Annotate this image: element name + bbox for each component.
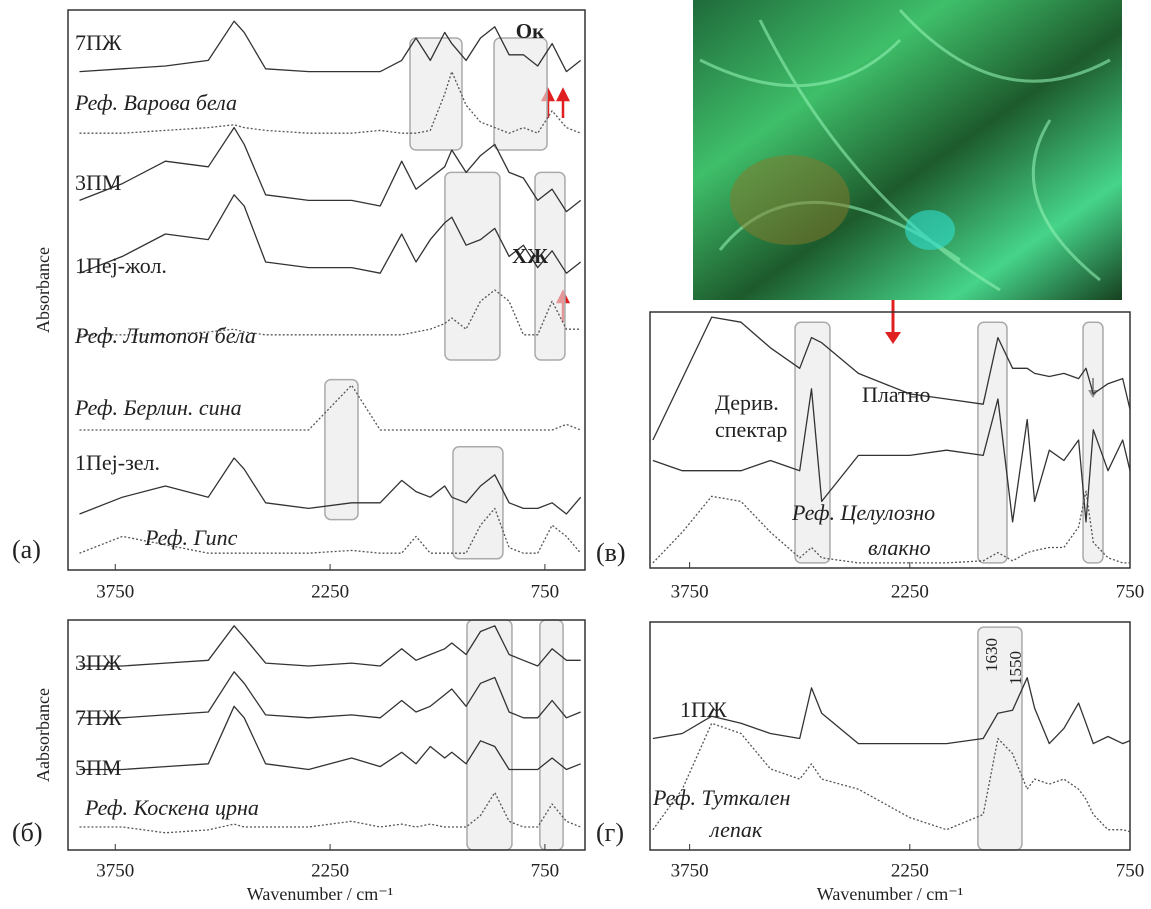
- highlight-band: [1083, 322, 1103, 563]
- x-tick-label: 3750: [671, 581, 709, 602]
- x-tick-label: 2250: [891, 581, 929, 602]
- x-tick-label: 750: [1116, 581, 1145, 602]
- highlight-band: [445, 172, 500, 360]
- highlight-band: [467, 620, 512, 850]
- panel-label: (г): [596, 818, 624, 847]
- x-tick-label: 3750: [96, 860, 134, 881]
- panel-label: (а): [12, 535, 41, 564]
- panel: 3750 2250 750 1ПЖ Реф. Туткален лепак 1630 155…: [596, 622, 1144, 904]
- x-tick-label: 750: [1116, 860, 1145, 881]
- figure: 3750 2250 750 7ПЖ Реф. Варова бела 3ПМ 1Пеј-жо…: [0, 0, 1151, 909]
- annotation: ХЖ: [512, 244, 548, 268]
- series-label: 1ПЖ: [680, 697, 727, 722]
- series-label: Дерив. спектар: [715, 390, 787, 442]
- series-label: 1Пеј-жол.: [75, 253, 167, 278]
- panel-label: (в): [596, 538, 626, 567]
- series-label: Реф. Варова бела: [74, 90, 237, 115]
- plot-frame: [650, 622, 1130, 850]
- series-label: Реф. Литопон бела: [74, 323, 256, 348]
- x-axis-title: Wavenumber / cm⁻¹: [247, 884, 393, 904]
- x-axis-title: Wavenumber / cm⁻¹: [817, 884, 963, 904]
- x-tick-label: 2250: [891, 860, 929, 881]
- highlight-band: [795, 322, 830, 563]
- x-tick-label: 750: [531, 860, 560, 881]
- panel: 3750 2250 750 7ПЖ Реф. Варова бела 3ПМ 1Пеј-жо…: [12, 10, 585, 602]
- x-tick-label: 2250: [311, 581, 349, 602]
- series-label: 3ПМ: [75, 170, 121, 195]
- highlight-band: [410, 38, 462, 150]
- photo: [693, 0, 1122, 300]
- x-tick-label: 750: [531, 581, 560, 602]
- spectrum-line: [653, 723, 1130, 832]
- label-line: Реф. Туткален: [652, 785, 796, 810]
- x-tick-label: 2250: [311, 860, 349, 881]
- series-label: 5ПМ: [75, 755, 121, 780]
- label-line: спектар: [715, 417, 787, 442]
- panel: 3750 2250 750 Платно Дерив. спектар Реф. Целу…: [596, 312, 1144, 602]
- series-label: Реф. Гипс: [144, 525, 238, 550]
- annotation: Ок: [516, 19, 545, 43]
- series-label: 7ПЖ: [75, 705, 122, 730]
- series-label: 7ПЖ: [75, 30, 122, 55]
- y-axis-title: Aabsorbance: [33, 688, 53, 782]
- series-label: Реф. Туткален лепак: [652, 785, 796, 842]
- y-axis-title: Absorbance: [33, 247, 53, 333]
- highlight-band: [453, 447, 503, 559]
- series-label: Реф. Берлин. сина: [74, 395, 242, 420]
- panel: 3750 2250 750 3ПЖ 7ПЖ 5ПМ Реф. Коскена црна (б)…: [12, 620, 585, 904]
- series-label: 3ПЖ: [75, 650, 122, 675]
- highlight-band: [325, 380, 358, 520]
- label-line: Реф. Целулозно: [791, 500, 941, 525]
- x-tick-label: 3750: [96, 581, 134, 602]
- annotation: 1630: [982, 638, 1001, 672]
- x-tick-label: 3750: [671, 860, 709, 881]
- panel-label: (б): [12, 818, 43, 847]
- label-line: Дерив.: [715, 390, 784, 415]
- series-label: Платно: [862, 382, 930, 407]
- label-line: лепак: [708, 817, 763, 842]
- annotation: 1550: [1006, 651, 1025, 685]
- series-label: 1Пеј-зел.: [75, 450, 160, 475]
- label-line: влакно: [868, 535, 931, 560]
- series-label: Реф. Коскена црна: [84, 795, 259, 820]
